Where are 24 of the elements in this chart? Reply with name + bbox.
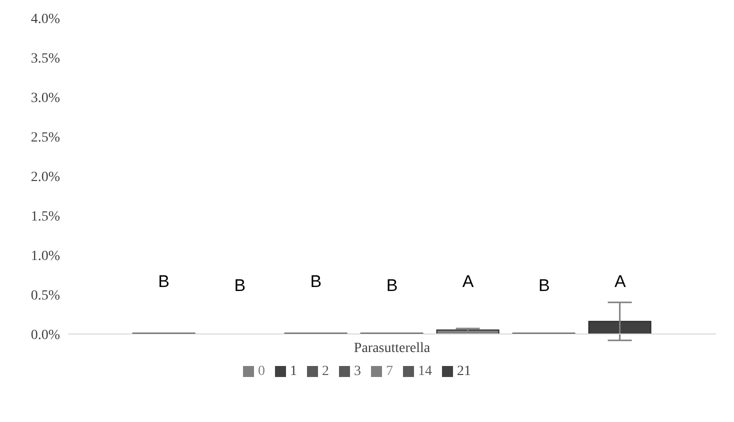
legend-label: 7 [386,364,393,379]
y-tick-label: 0.0% [30,328,60,343]
annotation: B [233,276,247,296]
legend-label: 2 [322,364,329,379]
legend-label: 14 [418,364,432,379]
y-tick-label: 3.0% [30,90,60,106]
legend-label: 3 [354,364,361,379]
legend-label: 0 [258,364,265,379]
y-tick-label: 0.5% [30,288,60,304]
annotation: A [461,272,475,292]
annotation: B [309,272,323,292]
y-tick-label: 1.5% [30,209,60,224]
y-tick-label: 1.0% [30,248,60,264]
y-tick-label: 4.0% [30,12,60,27]
y-tick-label: 3.5% [30,51,60,66]
legend-label: 1 [290,364,297,379]
annotation: B [385,276,399,296]
annotation: B [537,276,551,296]
legend-label: 21 [457,364,471,379]
x-tick-label: Parasutterella [354,340,431,356]
annotation: B [157,272,170,292]
annotation: A [613,272,627,292]
y-tick-label: 2.0% [30,170,60,185]
y-tick-label: 2.5% [30,130,60,146]
